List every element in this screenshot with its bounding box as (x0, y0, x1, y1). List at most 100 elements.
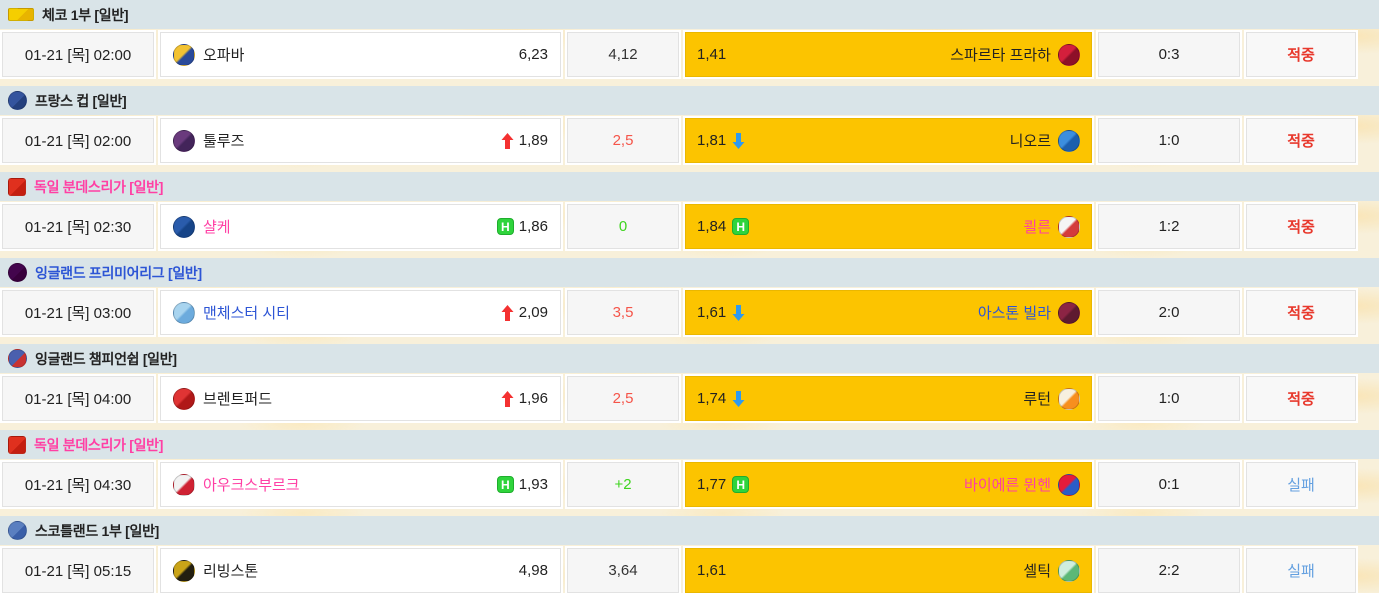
match-time: 01-21 [목] 02:00 (24, 133, 132, 150)
line-value-cell: +2 (567, 462, 679, 507)
away-team-logo-icon (1058, 215, 1080, 238)
league-header: 독일 분데스리가 [일반] (0, 430, 1379, 459)
home-odds-marker-icon: H (496, 218, 514, 235)
match-time-cell: 01-21 [목] 03:00 (2, 290, 154, 335)
home-team-cell: 툴루즈 1,89 (160, 118, 561, 163)
league-header: 체코 1부 [일반] (0, 0, 1379, 29)
away-odds-cell: 1,61 셀틱 (685, 548, 1092, 593)
away-odds-marker-icon (732, 132, 745, 149)
away-odds: 1,41 (697, 46, 727, 63)
away-team-name: 니오르 (1009, 133, 1051, 150)
status-label: 적중 (1287, 219, 1315, 236)
home-team-name: 툴루즈 (203, 133, 245, 150)
away-odds: 1,61 (697, 562, 727, 579)
away-team-name: 아스톤 빌라 (977, 305, 1051, 322)
match-time-cell: 01-21 [목] 02:00 (2, 118, 154, 163)
home-odds: 6,23 (518, 46, 548, 63)
league-name: 체코 1부 [일반] (42, 6, 129, 23)
league-name: 잉글랜드 프리미어리그 [일반] (35, 264, 202, 281)
match-row[interactable]: 01-21 [목] 05:15 리빙스톤 4,98 3,64 1,61 (2, 548, 1377, 593)
line-value: 4,12 (608, 46, 638, 63)
league-name: 독일 분데스리가 [일반] (34, 436, 164, 453)
line-value-cell: 4,12 (567, 32, 679, 77)
match-row[interactable]: 01-21 [목] 02:30 샬케 H 1,86 0 1,84 H 쾰른 (2, 204, 1377, 249)
league-logo-icon (8, 177, 26, 196)
away-odds-cell: 1,41 스파르타 프라하 (685, 32, 1092, 77)
away-odds: 1,77 (697, 476, 727, 493)
league-header: 프랑스 컵 [일반] (0, 86, 1379, 115)
match-row[interactable]: 01-21 [목] 02:00 툴루즈 1,89 2,5 1,81 니오 (2, 118, 1377, 163)
away-team-logo-icon (1058, 301, 1080, 324)
away-team-logo-icon (1058, 473, 1080, 496)
league-block: 잉글랜드 프리미어리그 [일반] 01-21 [목] 03:00 맨체스터 시티… (0, 258, 1379, 335)
score-cell: 2:2 (1098, 548, 1240, 593)
match-time: 01-21 [목] 03:00 (24, 305, 132, 322)
home-team-logo-icon (173, 129, 195, 152)
home-team-logo-icon (173, 43, 195, 66)
home-team-name: 오파바 (203, 47, 245, 64)
home-odds: 1,96 (518, 390, 548, 407)
away-odds-marker-icon (732, 304, 745, 321)
match-time: 01-21 [목] 04:00 (24, 391, 132, 408)
match-time-cell: 01-21 [목] 02:00 (2, 32, 154, 77)
status-cell: 적중 (1246, 376, 1356, 421)
match-row[interactable]: 01-21 [목] 04:00 브렌트퍼드 1,96 2,5 1,74 (2, 376, 1377, 421)
away-team-name: 루턴 (1023, 391, 1051, 408)
score: 0:1 (1158, 476, 1180, 493)
score: 1:0 (1158, 132, 1180, 149)
home-team-logo-icon (173, 215, 195, 238)
league-name: 스코틀랜드 1부 [일반] (35, 522, 160, 539)
match-time-cell: 01-21 [목] 02:30 (2, 204, 154, 249)
home-team-cell: 맨체스터 시티 2,09 (160, 290, 561, 335)
match-time: 01-21 [목] 05:15 (24, 563, 132, 580)
home-team-cell: 아우크스부르크 H 1,93 (160, 462, 561, 507)
away-odds: 1,81 (697, 132, 727, 149)
league-block: 독일 분데스리가 [일반] 01-21 [목] 04:30 아우크스부르크 H … (0, 430, 1379, 507)
status-cell: 적중 (1246, 32, 1356, 77)
match-row[interactable]: 01-21 [목] 03:00 맨체스터 시티 2,09 3,5 1,61 (2, 290, 1377, 335)
league-logo-icon (8, 8, 34, 21)
score: 2:0 (1158, 304, 1180, 321)
away-team-name: 바이에른 뮌헨 (964, 477, 1051, 494)
match-time: 01-21 [목] 02:30 (24, 219, 132, 236)
home-odds-marker-icon (501, 132, 514, 149)
status-cell: 실패 (1246, 462, 1356, 507)
home-odds: 1,89 (518, 132, 548, 149)
status-label: 실패 (1287, 477, 1315, 494)
match-time: 01-21 [목] 04:30 (24, 477, 132, 494)
away-team-logo-icon (1058, 559, 1080, 582)
score-cell: 0:1 (1098, 462, 1240, 507)
home-team-cell: 리빙스톤 4,98 (160, 548, 561, 593)
line-value-cell: 3,64 (567, 548, 679, 593)
away-team-logo-icon (1058, 129, 1080, 152)
home-team-logo-icon (173, 559, 195, 582)
league-logo-icon (8, 521, 27, 540)
match-time: 01-21 [목] 02:00 (24, 47, 132, 64)
status-cell: 적중 (1246, 118, 1356, 163)
league-logo-icon (8, 435, 26, 454)
line-value: 3,5 (612, 304, 634, 321)
home-team-cell: 샬케 H 1,86 (160, 204, 561, 249)
match-row[interactable]: 01-21 [목] 04:30 아우크스부르크 H 1,93 +2 1,77 H (2, 462, 1377, 507)
match-time-cell: 01-21 [목] 04:00 (2, 376, 154, 421)
line-value: 0 (618, 218, 628, 235)
home-team-name: 아우크스부르크 (203, 477, 300, 494)
match-row[interactable]: 01-21 [목] 02:00 오파바 6,23 4,12 1,41 스 (2, 32, 1377, 77)
status-label: 적중 (1287, 391, 1315, 408)
league-header: 잉글랜드 프리미어리그 [일반] (0, 258, 1379, 287)
home-team-name: 브렌트퍼드 (203, 391, 273, 408)
away-odds-cell: 1,77 H 바이에른 뮌헨 (685, 462, 1092, 507)
league-name: 잉글랜드 챔피언쉽 [일반] (35, 350, 177, 367)
away-odds: 1,61 (697, 304, 727, 321)
score-cell: 1:0 (1098, 118, 1240, 163)
line-value-cell: 0 (567, 204, 679, 249)
away-team-name: 쾰른 (1023, 219, 1051, 236)
league-logo-icon (8, 91, 27, 110)
home-team-logo-icon (173, 301, 195, 324)
home-team-cell: 오파바 6,23 (160, 32, 561, 77)
line-value-cell: 2,5 (567, 118, 679, 163)
home-team-name: 맨체스터 시티 (203, 305, 290, 322)
score-cell: 1:2 (1098, 204, 1240, 249)
status-cell: 적중 (1246, 290, 1356, 335)
